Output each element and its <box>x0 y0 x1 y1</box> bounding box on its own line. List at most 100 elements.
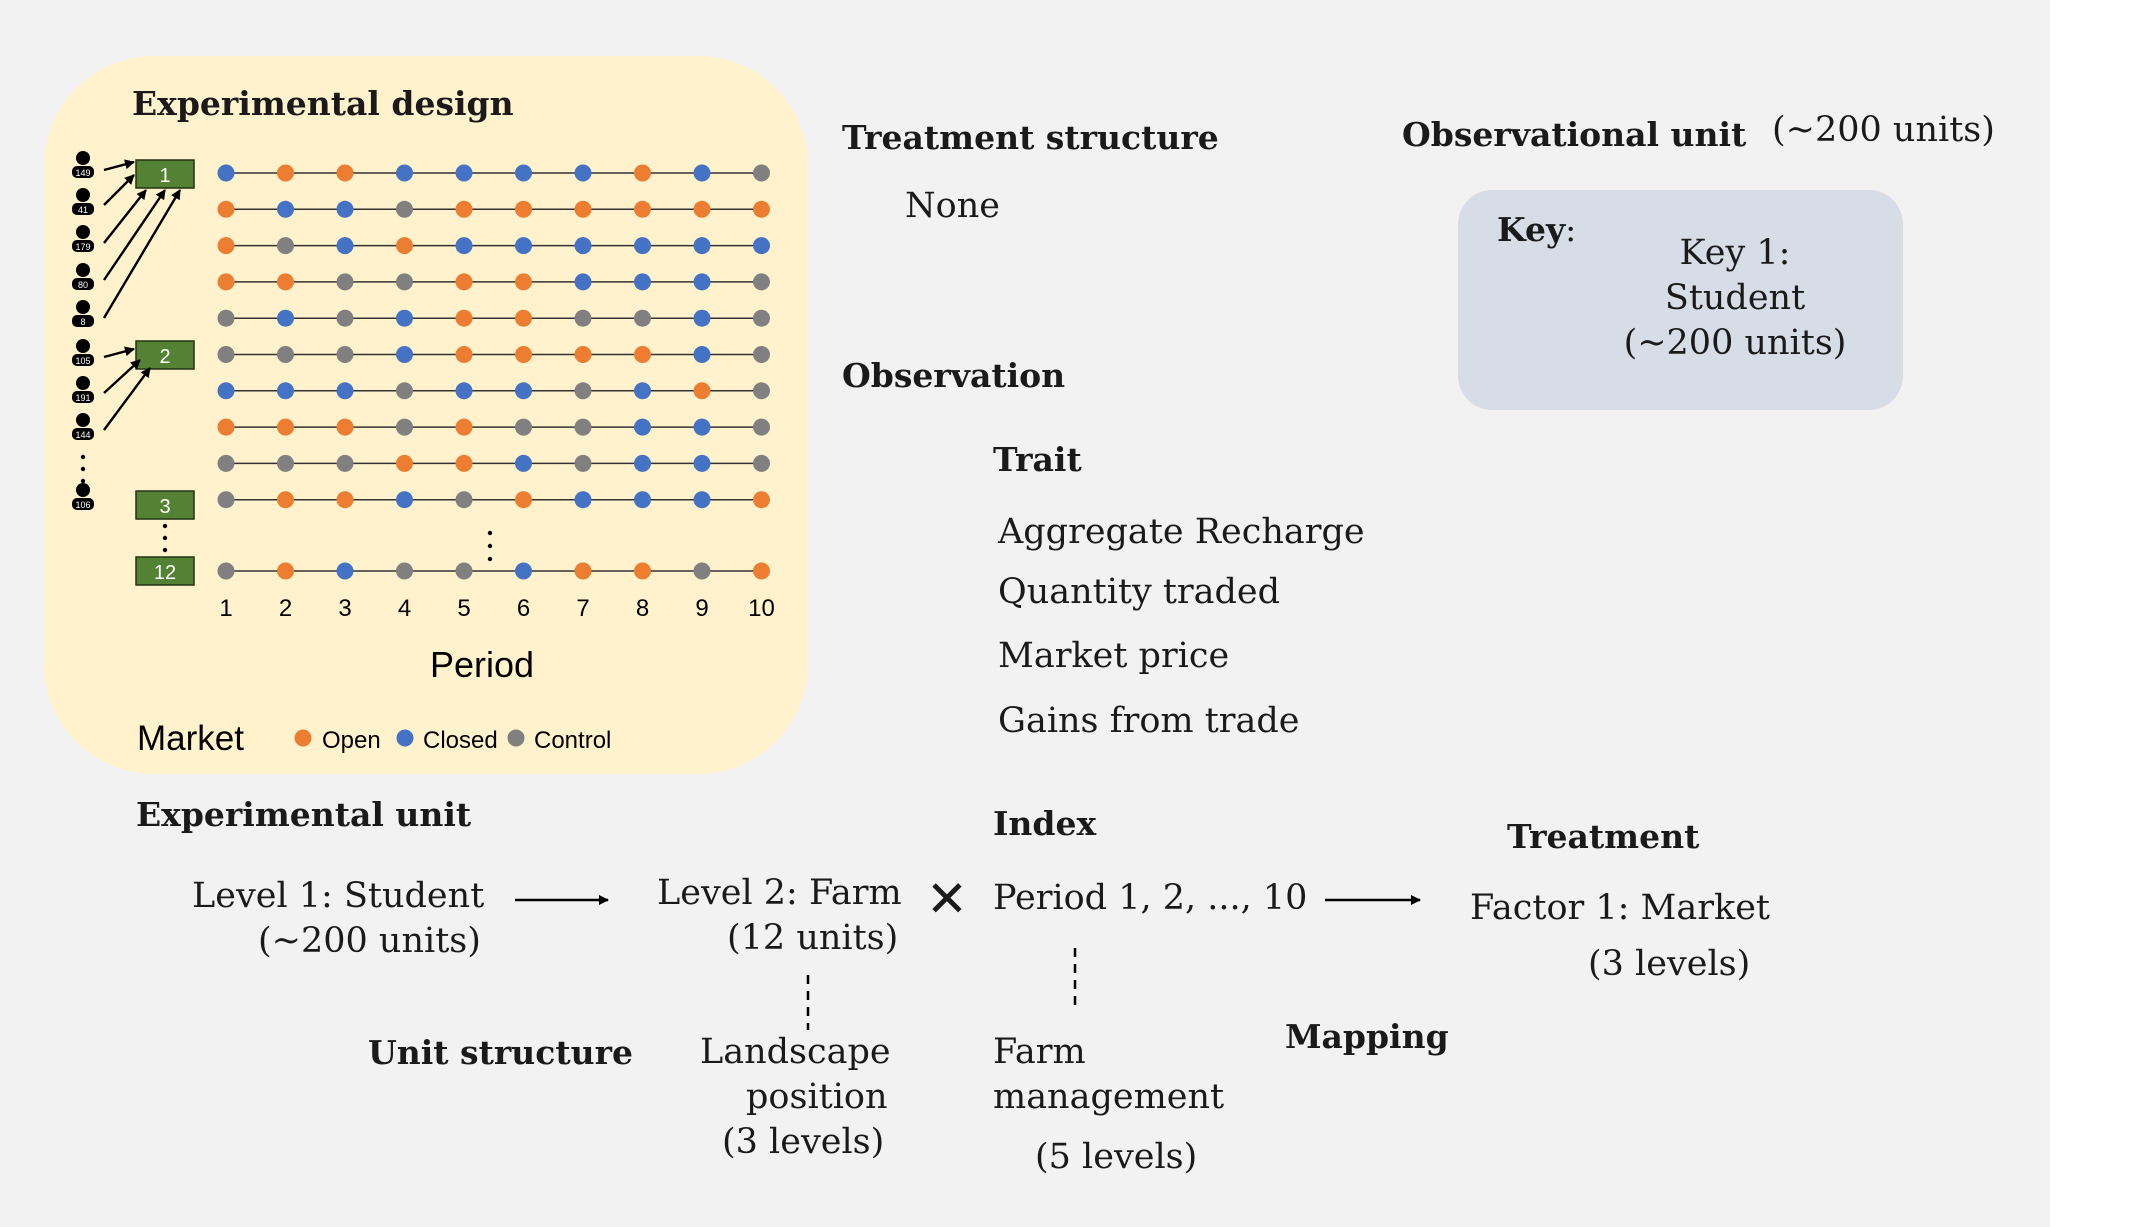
period-tick-label: 3 <box>338 595 351 622</box>
experimental-design-panel <box>44 56 808 774</box>
market-dot <box>217 273 235 291</box>
trait-title: Trait <box>993 440 1082 479</box>
market-dot <box>277 418 294 436</box>
unit-structure-title: Unit structure <box>368 1033 633 1072</box>
market-dot <box>753 491 770 509</box>
flow-arrows <box>515 895 1421 1030</box>
student-icon <box>72 240 94 252</box>
market-dot <box>455 237 473 255</box>
mapping-line-3: (5 levels) <box>1035 1137 1198 1177</box>
market-dot <box>336 346 354 363</box>
student-icon-head <box>76 483 90 497</box>
market-dot <box>753 382 770 400</box>
market-dot <box>217 200 235 218</box>
farm-group-box <box>135 490 195 520</box>
ellipsis-dot <box>487 530 493 536</box>
legend-swatch <box>507 729 525 747</box>
market-dot <box>515 562 532 580</box>
market-dot <box>336 164 354 182</box>
market-dot <box>634 382 651 400</box>
market-dot <box>396 164 413 182</box>
market-dot <box>574 418 592 436</box>
farm-group-label: 3 <box>159 496 170 518</box>
trait-item: Quantity traded <box>998 572 1281 612</box>
market-dot <box>396 491 413 509</box>
market-dot <box>693 418 711 436</box>
market-dot <box>515 273 532 291</box>
x-axis-label: Period <box>430 644 534 685</box>
student-icon-head <box>76 376 90 390</box>
treatment-structure-value: None <box>905 186 1000 226</box>
period-tick-label: 9 <box>695 595 708 622</box>
student-to-farm-arrow <box>103 189 147 244</box>
student-icon-head <box>76 225 90 239</box>
student-icon <box>72 278 94 290</box>
student-icon <box>72 166 94 178</box>
market-dot <box>574 491 592 509</box>
market-dot <box>574 200 592 218</box>
mapping-title: Mapping <box>1285 1017 1449 1056</box>
design-title: Experimental design <box>132 84 514 123</box>
market-dot <box>277 491 294 509</box>
market-dot <box>277 382 294 400</box>
market-dot <box>634 346 651 363</box>
market-dot <box>693 491 711 509</box>
ellipsis-dot <box>487 556 493 562</box>
market-dot <box>693 164 711 182</box>
market-dot <box>336 454 354 472</box>
period-tick-label: 7 <box>576 595 589 622</box>
market-dot <box>336 237 354 255</box>
market-dot <box>515 346 532 363</box>
market-dot <box>336 200 354 218</box>
observational-unit-count: (~200 units) <box>1772 110 1995 150</box>
market-dot <box>217 562 235 580</box>
market-dot <box>515 200 532 218</box>
trait-item: Market price <box>998 636 1230 676</box>
student-to-farm-arrow <box>103 174 135 206</box>
market-dot <box>574 309 592 327</box>
student-id-label: 41 <box>78 205 88 215</box>
key-label: Key: <box>1497 210 1577 249</box>
index-value: Period 1, 2, ..., 10 <box>993 878 1308 918</box>
market-dot <box>634 491 651 509</box>
key-box <box>1458 190 1903 410</box>
level-2-label: Level 2: Farm <box>657 873 902 913</box>
market-dot <box>634 562 651 580</box>
market-dot <box>753 237 770 255</box>
cross-icon: ✕ <box>926 871 968 927</box>
market-dot <box>574 273 592 291</box>
level-1-label: Level 1: Student <box>192 876 485 916</box>
market-dot <box>753 562 770 580</box>
student-to-farm-arrow <box>103 159 135 172</box>
student-icon <box>72 498 94 510</box>
student-id-label: 80 <box>78 280 88 290</box>
market-dot <box>634 309 651 327</box>
trait-item: Aggregate Recharge <box>998 512 1365 552</box>
market-dot <box>217 237 235 255</box>
market-dot <box>693 454 711 472</box>
market-dot <box>455 491 473 509</box>
market-dot <box>515 237 532 255</box>
market-dot <box>693 382 711 400</box>
student-id-label: 8 <box>80 317 85 327</box>
farm-group-box <box>135 556 195 586</box>
student-icon <box>72 203 94 215</box>
market-dot <box>574 382 592 400</box>
market-dot <box>634 237 651 255</box>
experimental-unit-title: Experimental unit <box>136 795 472 834</box>
market-dot <box>634 418 651 436</box>
farm-group-label: 2 <box>159 346 170 368</box>
market-dot <box>396 382 413 400</box>
student-to-farm-arrow <box>103 359 141 394</box>
legend-swatch <box>396 729 414 747</box>
market-dot <box>753 200 770 218</box>
market-dot <box>277 200 294 218</box>
market-dot <box>693 309 711 327</box>
market-dot <box>515 382 532 400</box>
market-dot <box>455 418 473 436</box>
student-icon-head <box>76 300 90 314</box>
student-icon-head <box>76 188 90 202</box>
student-to-farm-arrow <box>103 346 135 359</box>
market-dot <box>753 418 770 436</box>
